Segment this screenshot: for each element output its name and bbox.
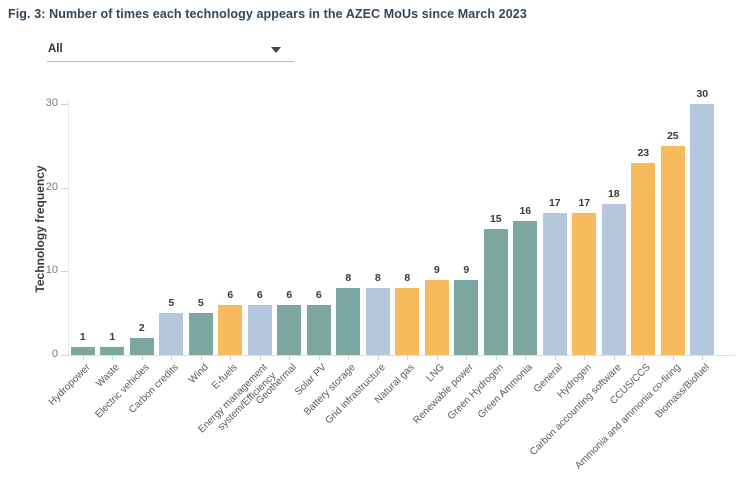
dropdown-selected-value: All [48, 43, 63, 55]
y-tick-label: 20 [45, 180, 58, 193]
x-tick-mark [289, 356, 291, 360]
bar[interactable] [542, 213, 567, 355]
y-tick-mark [61, 355, 68, 356]
x-tick-mark [200, 356, 202, 360]
bar-value-label: 2 [138, 322, 145, 334]
y-tick-mark [61, 104, 68, 105]
bar-value-label: 5 [197, 297, 204, 309]
x-tick-mark [643, 356, 645, 360]
x-tick-mark [318, 356, 320, 360]
bar[interactable] [660, 146, 685, 355]
y-tick-label: 0 [51, 348, 58, 360]
figure-title: Fig. 3: Number of times each technology … [8, 7, 527, 21]
bar-value-label: 17 [548, 197, 561, 209]
x-tick-mark [495, 356, 497, 360]
bar[interactable] [129, 338, 154, 355]
x-axis-line [64, 355, 735, 356]
bar[interactable] [424, 280, 449, 355]
bar[interactable] [159, 313, 184, 355]
bar[interactable] [690, 104, 715, 355]
bar[interactable] [631, 163, 656, 355]
x-tick-mark [436, 356, 438, 360]
bar[interactable] [572, 213, 597, 355]
bar[interactable] [454, 280, 479, 355]
bar-value-label: 30 [696, 88, 709, 100]
bar-value-label: 6 [227, 289, 234, 301]
bar[interactable] [247, 305, 272, 355]
x-tick-mark [702, 356, 704, 360]
x-tick-mark [171, 356, 173, 360]
x-tick-mark [141, 356, 143, 360]
x-tick-mark [407, 356, 409, 360]
bar-value-label: 8 [374, 272, 381, 284]
bar-value-label: 8 [345, 272, 352, 284]
x-tick-mark [613, 356, 615, 360]
bar[interactable] [306, 305, 331, 355]
x-tick-mark [672, 356, 674, 360]
x-tick-mark [259, 356, 261, 360]
bar[interactable] [336, 288, 361, 355]
bar[interactable] [365, 288, 390, 355]
x-tick-mark [82, 356, 84, 360]
y-tick-label: 30 [45, 97, 58, 109]
bar-value-label: 23 [637, 147, 650, 159]
bar-value-label: 9 [463, 264, 470, 276]
bar-value-label: 6 [256, 289, 263, 301]
bar[interactable] [601, 204, 626, 355]
bar-value-label: 16 [519, 205, 532, 217]
bar[interactable] [395, 288, 420, 355]
bar-value-label: 6 [315, 289, 322, 301]
y-axis-title: Technology frequency [33, 165, 47, 293]
x-tick-mark [466, 356, 468, 360]
chevron-down-icon [271, 47, 281, 53]
bar[interactable] [188, 313, 213, 355]
x-tick-mark [554, 356, 556, 360]
bar[interactable] [70, 347, 95, 355]
bar-value-label: 5 [168, 297, 175, 309]
bar-value-label: 1 [109, 331, 116, 343]
y-tick-mark [61, 271, 68, 273]
y-axis-line [68, 100, 69, 355]
x-tick-mark [230, 356, 232, 360]
x-tick-mark [112, 356, 114, 360]
bar-value-label: 15 [489, 213, 502, 225]
bar[interactable] [218, 305, 243, 355]
x-tick-mark [348, 356, 350, 360]
bar-value-label: 18 [607, 188, 620, 200]
bar-value-label: 25 [666, 130, 679, 142]
y-tick-mark [61, 187, 68, 189]
bar-value-label: 6 [286, 289, 293, 301]
x-tick-mark [525, 356, 527, 360]
bar-value-label: 8 [404, 272, 411, 284]
bar-value-label: 9 [433, 264, 440, 276]
x-tick-mark [584, 356, 586, 360]
technology-filter-dropdown[interactable]: All [47, 38, 294, 62]
bar[interactable] [277, 305, 302, 355]
bar-value-label: 17 [578, 197, 591, 209]
bar[interactable] [483, 229, 508, 355]
bar-value-label: 1 [79, 331, 86, 343]
bar[interactable] [100, 347, 125, 355]
bar[interactable] [513, 221, 538, 355]
y-tick-label: 10 [45, 264, 58, 277]
x-tick-mark [377, 356, 379, 360]
